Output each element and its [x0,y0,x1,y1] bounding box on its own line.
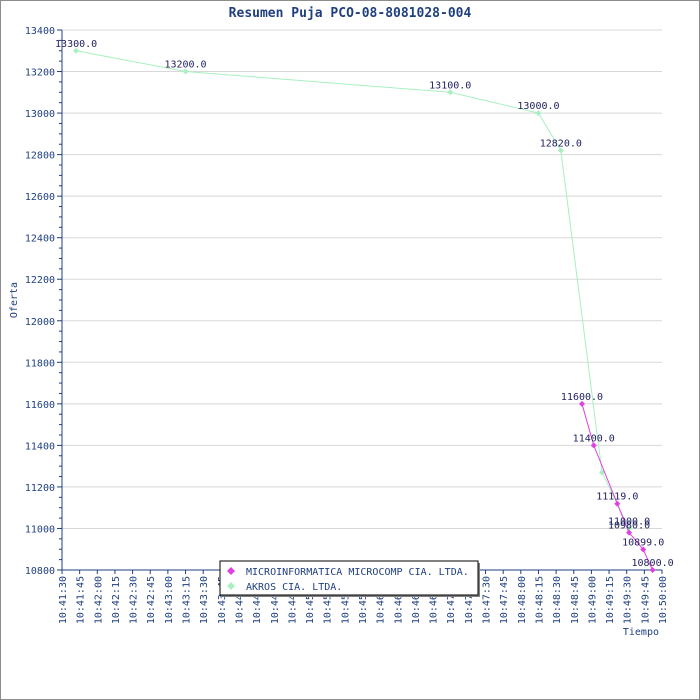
y-axis-label: Oferta [9,282,20,318]
series-point [590,442,597,449]
grid [62,29,662,571]
data-label: 12820.0 [540,138,582,149]
chart-title: Resumen Puja PCO-08-8081028-004 [229,6,472,21]
plot-area [62,30,662,570]
x-tick-label: 10:41:45 [76,576,87,624]
x-tick-label: 10:44:00 [234,576,245,624]
x-tick-label: 10:43:00 [164,576,175,624]
x-tick-label: 10:47:30 [482,576,493,624]
legend: MICROINFORMATICA MICROCOMP CIA. LTDA. AKR… [219,560,480,597]
legend-entry: AKROS CIA. LTDA. [246,582,342,593]
y-tick-label: 12000 [25,317,55,328]
x-tick-label: 10:41:30 [58,576,69,624]
x-tick-label: 10:49:30 [623,576,634,624]
data-labels: 13300.0 13200.0 13100.0 13000.0 12820.0 11000… [55,39,674,569]
data-label: 11400.0 [573,433,615,444]
data-label: 13100.0 [429,80,471,91]
x-tick-label: 10:48:15 [534,576,545,624]
x-tick-label: 10:50:00 [658,576,669,624]
x-tick-label: 10:42:45 [146,576,157,624]
y-tick-label: 11000 [25,524,55,535]
y-tick-label: 11400 [25,441,55,452]
legend-marker [227,567,235,575]
series-point [649,567,656,573]
series-point [579,400,585,407]
y-tick-label: 13200 [25,68,55,79]
series-point [614,500,621,507]
data-label: 11119.0 [596,492,638,503]
series-point [557,147,564,154]
x-tick-label: 10:45:45 [358,576,369,624]
x-tick-label: 10:46:00 [376,576,387,624]
series-point [640,546,647,553]
x-tick-label: 10:49:15 [605,576,616,624]
y-tick-label: 12400 [25,234,55,245]
x-tick-label: 10:48:45 [570,576,581,624]
y-tick-label: 12200 [25,275,55,286]
x-tick-label: 10:48:30 [552,576,563,624]
series-point [73,47,80,54]
x-tick-label: 10:42:15 [111,576,122,624]
series-point [182,68,189,75]
y-tick-label: 13400 [25,26,55,37]
x-tick-label: 10:49:45 [640,576,651,624]
y-tick-label: 11200 [25,483,55,494]
x-tick-label: 10:45:00 [305,576,316,624]
x-tick-label: 10:44:15 [252,576,263,624]
x-axis-label: Tiempo [623,627,659,638]
y-tick-label: 12800 [25,151,55,162]
data-label: 11600.0 [561,392,603,403]
data-label: 13300.0 [55,39,97,50]
x-tick-label: 10:46:45 [429,576,440,624]
x-tick-label: 10:47:15 [464,576,475,624]
data-label: 10980.0 [608,521,650,532]
x-tick-label: 10:45:15 [323,576,334,624]
y-tick-label: 11600 [25,400,55,411]
series-point [535,110,542,117]
y-tick-label: 10800 [25,566,55,577]
series-point [599,469,605,476]
y-tick-label: 11800 [25,358,55,369]
legend-box [219,560,479,596]
data-label: 11000.0 [608,516,650,527]
series-point [626,529,633,536]
data-label: 10800.0 [632,558,674,569]
axes: 10800 11000 11200 11400 11600 11800 12000 12200… [25,26,669,624]
legend-marker [227,582,235,590]
x-tick-label: 10:43:15 [182,576,193,624]
x-tick-label: 10:43:45 [217,576,228,624]
data-label: 10899.0 [622,537,664,548]
x-tick-label: 10:46:15 [393,576,404,624]
y-tick-label: 12600 [25,192,55,203]
data-label: 13200.0 [164,60,206,71]
x-tick-label: 10:43:30 [199,576,210,624]
x-tick-label: 10:47:00 [446,576,457,624]
x-tick-label: 10:46:30 [411,576,422,624]
x-tick-label: 10:42:00 [93,576,104,624]
data-label: 13000.0 [517,101,559,112]
legend-entry: MICROINFORMATICA MICROCOMP CIA. LTDA. [246,567,469,578]
x-tick-label: 10:49:00 [587,576,598,624]
series-point [447,89,454,96]
x-tick-label: 10:44:30 [270,576,281,624]
x-tick-label: 10:48:00 [517,576,528,624]
x-tick-label: 10:44:45 [287,576,298,624]
series-line-0 [581,403,654,571]
x-tick-label: 10:45:30 [340,576,351,624]
y-tick-label: 13000 [25,109,55,120]
x-tick-label: 10:42:30 [129,576,140,624]
series-layer [73,47,656,573]
x-tick-label: 10:47:45 [499,576,510,624]
